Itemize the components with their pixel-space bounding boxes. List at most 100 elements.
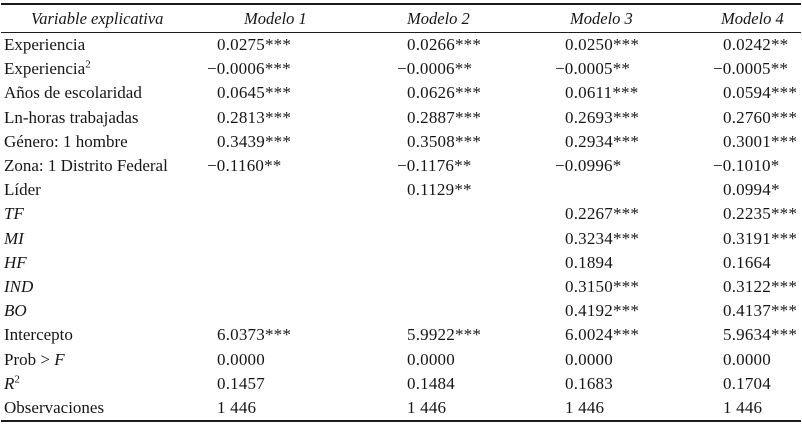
value-cell: 0.3001*** <box>723 131 798 151</box>
value-cell: 0.2760*** <box>723 107 798 127</box>
value-cell: 0.4137*** <box>723 301 798 321</box>
column-header-modelo-3: Modelo 3 <box>554 4 712 33</box>
value-cell: 0.3122*** <box>723 276 798 296</box>
value-cell: 0.0000 <box>407 349 455 369</box>
row-label: MI <box>1 227 206 251</box>
value-cell <box>206 202 396 226</box>
column-header-variable: Variable explicativa <box>1 4 206 33</box>
value-cell: 0.2813*** <box>217 107 292 127</box>
value-cell: 6.0373*** <box>217 325 292 345</box>
value-cell: 5.9922*** <box>407 325 482 345</box>
value-cell: −0.0005** <box>713 59 789 79</box>
value-cell: −0.1160** <box>207 156 282 176</box>
value-cell <box>206 178 396 202</box>
row-label-part: F <box>54 349 65 369</box>
table-row: Intercepto 6.0373*** 5.9922*** 6.0024*** 5.9… <box>1 323 801 347</box>
value-cell <box>206 275 396 299</box>
column-header-modelo-2: Modelo 2 <box>396 4 554 33</box>
row-label-part: BO <box>4 301 27 321</box>
value-cell: 0.1664 <box>723 252 771 272</box>
value-cell: 0.2693*** <box>565 107 640 127</box>
table-row: Zona: 1 Distrito Federal −0.1160** −0.1176… <box>1 154 801 178</box>
table-row: MI 0.3234*** 0.3191*** <box>1 227 801 251</box>
value-cell: 0.0645*** <box>217 83 292 103</box>
value-cell: −0.1176** <box>397 156 472 176</box>
row-label-part: MI <box>4 228 24 248</box>
row-label-part: R <box>4 373 15 393</box>
value-cell: 0.0994* <box>723 180 780 200</box>
value-cell <box>396 251 554 275</box>
value-cell: 0.0275*** <box>217 35 292 55</box>
results-table-body: Experiencia 0.0275*** 0.0266*** 0.0250*** 0.… <box>1 33 801 422</box>
value-cell: 0.0626*** <box>407 83 482 103</box>
value-cell <box>396 202 554 226</box>
table-row: TF 0.2267*** 0.2235*** <box>1 202 801 226</box>
table-header: Variable explicativa Modelo 1 Modelo 2 M… <box>1 4 801 33</box>
value-cell: 0.1683 <box>565 373 613 393</box>
value-cell: 0.2934*** <box>565 131 640 151</box>
row-label-part: Años de escolaridad <box>4 83 142 103</box>
value-cell <box>206 227 396 251</box>
table-row: Prob > F 0.0000 0.0000 0.0000 0.0000 <box>1 347 801 371</box>
row-label-part: TF <box>4 204 24 224</box>
value-cell: 0.0266*** <box>407 35 482 55</box>
value-cell: 0.2887*** <box>407 107 482 127</box>
row-label-part: Ln-horas trabajadas <box>4 107 139 127</box>
column-header-modelo-4: Modelo 4 <box>712 4 801 33</box>
row-label: BO <box>1 299 206 323</box>
value-cell <box>396 275 554 299</box>
value-cell <box>396 227 554 251</box>
value-cell: 0.0594*** <box>723 83 798 103</box>
value-cell: 0.3508*** <box>407 131 482 151</box>
row-label: Prob > F <box>1 347 206 371</box>
value-cell: 0.3439*** <box>217 131 292 151</box>
value-cell: −0.0996* <box>555 156 622 176</box>
row-label-part: IND <box>4 276 34 296</box>
row-label-part: Zona: 1 Distrito Federal <box>4 156 168 176</box>
value-cell: 0.1894 <box>565 252 613 272</box>
row-label: Género: 1 hombre <box>1 130 206 154</box>
row-label-part: Experiencia <box>4 35 86 55</box>
value-cell: −0.1010* <box>713 156 780 176</box>
value-cell: −0.0006*** <box>207 59 291 79</box>
value-cell: 0.1457 <box>217 373 265 393</box>
table-row: Años de escolaridad 0.0645*** 0.0626*** 0.0… <box>1 81 801 105</box>
value-cell: 0.2235*** <box>723 204 798 224</box>
value-cell: 0.2267*** <box>565 204 640 224</box>
value-cell: 1 446 <box>565 397 605 417</box>
value-cell: 5.9634*** <box>723 325 798 345</box>
value-cell: 0.1484 <box>407 373 455 393</box>
column-header-modelo-1: Modelo 1 <box>206 4 396 33</box>
value-cell <box>554 178 712 202</box>
row-label-part: Líder <box>4 180 41 200</box>
row-label-part: HF <box>4 252 27 272</box>
value-cell: 6.0024*** <box>565 325 640 345</box>
header-row: Variable explicativa Modelo 1 Modelo 2 M… <box>1 4 801 33</box>
row-label-part: Observaciones <box>4 397 105 417</box>
value-cell: 0.1129** <box>407 180 472 200</box>
row-label: Observaciones <box>1 396 206 421</box>
value-cell: 1 446 <box>407 397 447 417</box>
table-row: R2 0.1457 0.1484 0.1683 0.1704 <box>1 372 801 396</box>
row-label-part: Intercepto <box>4 325 73 345</box>
row-label: R2 <box>1 372 206 396</box>
row-label: Experiencia2 <box>1 57 206 81</box>
row-label: Experiencia <box>1 33 206 58</box>
table-row: Líder 0.1129** 0.0994* <box>1 178 801 202</box>
row-label: TF <box>1 202 206 226</box>
table-row: Género: 1 hombre 0.3439*** 0.3508*** 0.2934… <box>1 130 801 154</box>
regression-results-table: Variable explicativa Modelo 1 Modelo 2 M… <box>1 3 801 422</box>
value-cell <box>206 251 396 275</box>
table-row: BO 0.4192*** 0.4137*** <box>1 299 801 323</box>
value-cell: −0.0006** <box>397 59 473 79</box>
value-cell: 1 446 <box>723 397 763 417</box>
value-cell: 1 446 <box>217 397 257 417</box>
row-label: Líder <box>1 178 206 202</box>
table-row: HF 0.1894 0.1664 <box>1 251 801 275</box>
row-label-part: Prob > <box>4 349 55 369</box>
value-cell: 0.3191*** <box>723 228 798 248</box>
table-row: Ln-horas trabajadas 0.2813*** 0.2887*** 0.2… <box>1 106 801 130</box>
value-cell: 0.0000 <box>217 349 265 369</box>
value-cell: 0.0611*** <box>565 83 639 103</box>
